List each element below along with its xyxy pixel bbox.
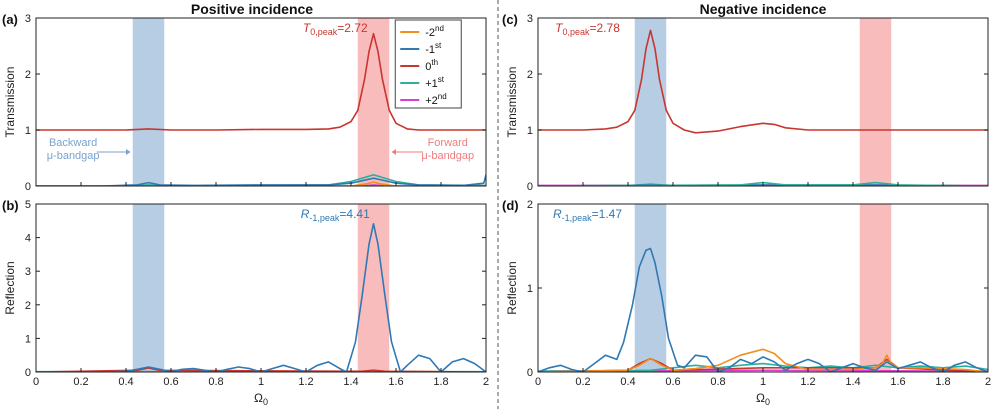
ytick-label: 2	[25, 300, 31, 312]
legend-item: -1st	[425, 41, 442, 56]
series-group	[36, 32, 486, 186]
y-axis-label: Transmission	[3, 67, 17, 138]
backward-label-line1: Backward	[49, 137, 97, 149]
ytick-label: 3	[25, 13, 31, 25]
peak-annotation: T0,peak=2.78	[555, 21, 620, 37]
xtick-label: 1.4	[845, 376, 860, 388]
ytick-label: 1	[25, 125, 31, 137]
backward-band	[132, 18, 165, 186]
ytick-label: 2	[527, 199, 533, 211]
panel-label: (c)	[502, 12, 518, 27]
backward-label-line2: μ-bandgap	[47, 150, 100, 162]
series-+2nd	[36, 184, 486, 186]
peak-annotation: R-1,peak=1.47	[553, 207, 622, 223]
xtick-label: 1.8	[433, 376, 448, 388]
forward-label-line2: μ-bandgap	[421, 150, 474, 162]
xtick-label: 0.4	[118, 376, 133, 388]
right-title: Negative incidence	[700, 1, 827, 17]
ytick-label: 2	[527, 69, 533, 81]
series-+1st	[538, 181, 988, 186]
peak-annotation: T0,peak=2.72	[303, 21, 368, 37]
panel-c: 0 1 2 3 Transmission (c) T0,peak=2.78	[502, 12, 989, 193]
series--1st	[36, 223, 486, 372]
series-group	[538, 29, 988, 186]
legend-item: -2nd	[425, 24, 444, 39]
xtick-label: 0.8	[710, 376, 725, 388]
xtick-label: 2	[985, 376, 991, 388]
backward-band	[634, 18, 667, 186]
axes-frame	[537, 203, 989, 373]
ytick-label: 2	[25, 69, 31, 81]
legend-item: +2nd	[425, 92, 446, 107]
forward-band	[859, 204, 892, 372]
xtick-label: 0.6	[665, 376, 680, 388]
ytick-label: 3	[527, 13, 533, 25]
xtick-label: 0	[535, 376, 541, 388]
x-axis-label: Ω0	[254, 391, 268, 407]
axes-frame	[537, 17, 989, 187]
forward-band	[357, 18, 390, 186]
backward-band	[132, 204, 165, 372]
axes-frame	[35, 203, 487, 373]
xtick-label: 2	[483, 376, 489, 388]
legend-item: 0th	[425, 58, 438, 73]
xtick-label: 0.8	[208, 376, 223, 388]
ytick-label: 1	[25, 333, 31, 345]
series--1st	[36, 174, 486, 186]
y-axis-label: Transmission	[505, 67, 519, 138]
series-group	[538, 247, 988, 372]
ytick-label: 0	[527, 367, 533, 379]
left-title: Positive incidence	[191, 1, 313, 17]
legend-box	[394, 19, 462, 109]
series--2nd	[36, 181, 486, 186]
series-0th	[36, 32, 486, 131]
y-axis-label: Reflection	[3, 261, 17, 314]
forward-band	[859, 18, 892, 186]
xtick-label: 1.2	[800, 376, 815, 388]
ytick-label: 5	[25, 199, 31, 211]
xtick-label: 0.4	[620, 376, 635, 388]
backward-arrowhead	[126, 149, 131, 155]
ytick-label: 1	[527, 125, 533, 137]
series-0th	[538, 29, 988, 134]
legend: -2nd -1st 0th +1st +2nd	[394, 19, 462, 109]
xtick-label: 0.6	[163, 376, 178, 388]
ytick-label: 4	[25, 233, 31, 245]
xtick-label: 1.2	[298, 376, 313, 388]
ytick-label: 0	[527, 181, 533, 193]
xtick-label: 0.2	[575, 376, 590, 388]
xtick-label: 1.8	[935, 376, 950, 388]
panels: 0 1 2 3 Transmission (a) T0,peak=2.72 0 1 2 3 4 5 0 0.…	[2, 12, 991, 407]
xtick-label: 1.6	[890, 376, 905, 388]
x-axis-label: Ω0	[756, 391, 770, 407]
series-group	[36, 223, 486, 372]
ytick-label: 0	[25, 181, 31, 193]
panel-a: 0 1 2 3 Transmission (a) T0,peak=2.72	[2, 12, 487, 193]
peak-annotation: R-1,peak=4.41	[301, 207, 370, 223]
series--1st	[538, 247, 988, 372]
backward-band	[634, 204, 667, 372]
xtick-label: 1.4	[343, 376, 358, 388]
xtick-label: 1.6	[388, 376, 403, 388]
xtick-label: 0.2	[73, 376, 88, 388]
panel-d: 0 1 2 0 0.2 0.4 0.6 0.8 1 1.2 1.4 1.6 1.8 2 Reflection…	[502, 198, 991, 407]
xtick-label: 0	[33, 376, 39, 388]
y-axis-label: Reflection	[505, 261, 519, 314]
xtick-label: 1	[760, 376, 766, 388]
panel-label: (b)	[2, 198, 19, 213]
ytick-label: 1	[527, 283, 533, 295]
forward-arrowhead	[391, 149, 396, 155]
legend-item: +1st	[425, 75, 445, 90]
panel-label: (d)	[502, 198, 519, 213]
ytick-label: 3	[25, 266, 31, 278]
xtick-label: 1	[258, 376, 264, 388]
panel-b: 0 1 2 3 4 5 0 0.2 0.4 0.6 0.8 1 1.2 1.4 1.6 1.8 2 Reflect…	[2, 198, 489, 407]
forward-label-line1: Forward	[428, 137, 468, 149]
ytick-label: 0	[25, 367, 31, 379]
panel-label: (a)	[2, 12, 18, 27]
